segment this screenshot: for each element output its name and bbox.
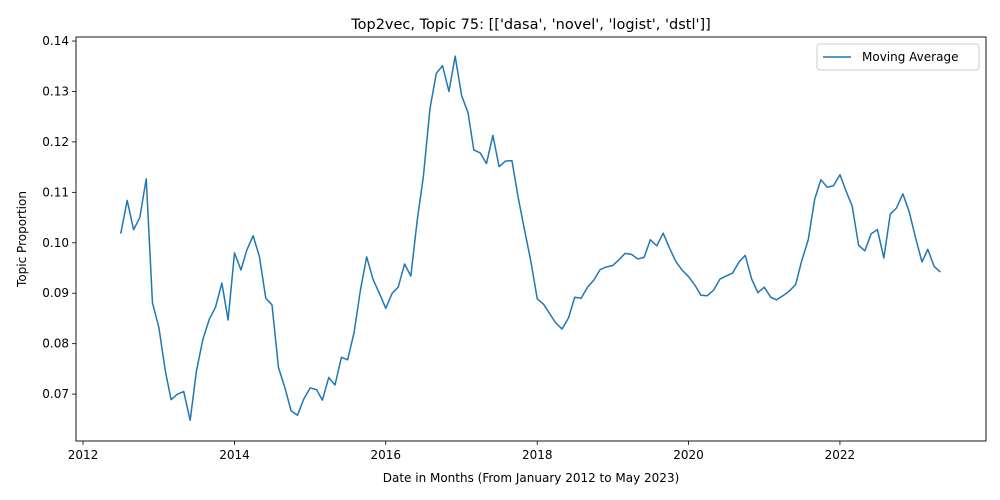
x-tick-label: 2022	[825, 448, 856, 462]
y-tick-label: 0.10	[42, 236, 69, 250]
x-tick-label: 2014	[219, 448, 250, 462]
y-tick-label: 0.08	[42, 337, 69, 351]
x-tick-label: 2016	[370, 448, 401, 462]
x-axis-label: Date in Months (From January 2012 to May…	[383, 471, 680, 485]
legend-label: Moving Average	[862, 50, 958, 64]
legend-box	[816, 43, 980, 71]
y-tick-label: 0.11	[42, 185, 69, 199]
plot-area: 2012 2014 2016 2018 2020 2022 0.07 0.08 0.09 0.1…	[42, 34, 987, 462]
y-tick-label: 0.14	[42, 34, 69, 48]
y-axis: 0.07 0.08 0.09 0.10 0.11 0.12 0.13 0.14	[42, 34, 76, 401]
chart-title: Top2vec, Topic 75: [['dasa', 'novel', 'l…	[350, 17, 711, 33]
y-tick-label: 0.13	[42, 84, 69, 98]
legend: Moving Average	[816, 43, 980, 71]
y-tick-label: 0.12	[42, 135, 69, 149]
y-tick-label: 0.07	[42, 387, 69, 401]
x-axis: 2012 2014 2016 2018 2020 2022	[68, 441, 855, 462]
x-tick-label: 2012	[68, 448, 99, 462]
x-tick-label: 2020	[673, 448, 704, 462]
series-line-moving-average	[120, 55, 941, 422]
x-tick-label: 2018	[522, 448, 553, 462]
y-tick-label: 0.09	[42, 286, 69, 300]
plot-frame	[75, 36, 987, 442]
series-layer	[120, 55, 941, 422]
y-axis-label: Topic Proportion	[15, 191, 29, 288]
